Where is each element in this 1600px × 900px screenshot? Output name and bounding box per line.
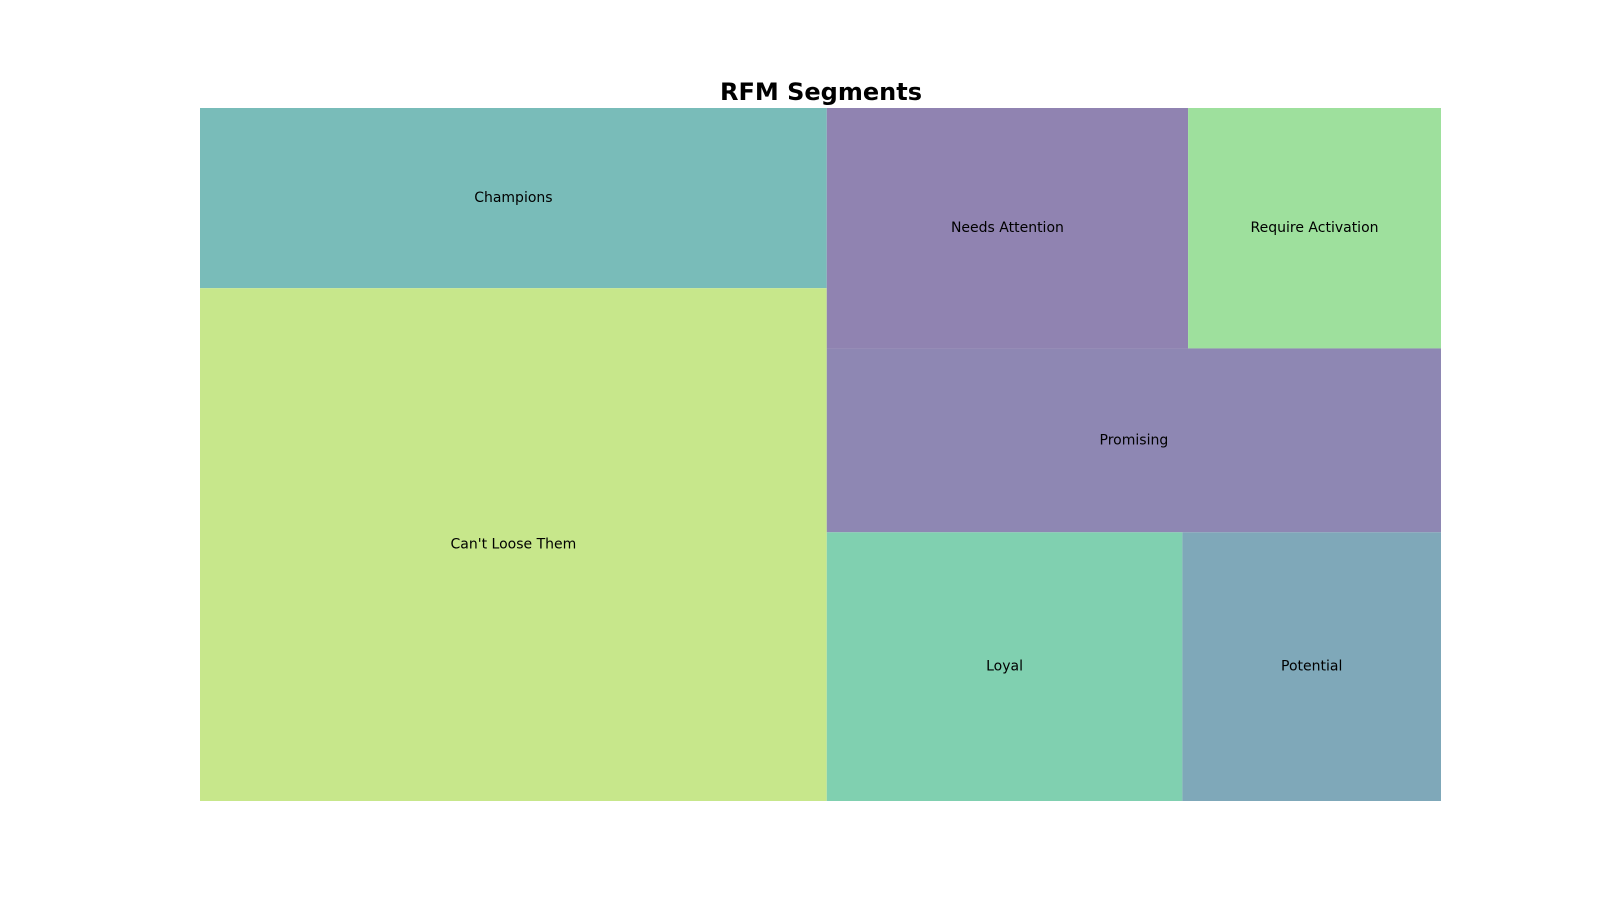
tile-potential bbox=[1182, 532, 1441, 801]
tile-can-t-loose-them bbox=[200, 288, 827, 801]
tile-label-champions: Champions bbox=[474, 190, 552, 206]
tile-label-needs-attention: Needs Attention bbox=[951, 220, 1064, 236]
tile-needs-attention bbox=[826, 108, 1189, 349]
tile-champions bbox=[200, 108, 827, 289]
tile-label-potential: Potential bbox=[1281, 659, 1342, 675]
tile-require-activation bbox=[1188, 108, 1441, 349]
tile-label-promising: Promising bbox=[1100, 432, 1169, 448]
tile-promising bbox=[826, 348, 1441, 533]
tile-label-loyal: Loyal bbox=[986, 659, 1023, 675]
tile-label-require-activation: Require Activation bbox=[1251, 220, 1379, 236]
tile-label-can-t-loose-them: Can't Loose Them bbox=[451, 537, 577, 553]
tile-loyal bbox=[826, 532, 1183, 801]
treemap-tiles: Champions Can't Loose Them Needs Attention… bbox=[200, 108, 1441, 801]
chart-title: RFM Segments bbox=[720, 78, 922, 106]
